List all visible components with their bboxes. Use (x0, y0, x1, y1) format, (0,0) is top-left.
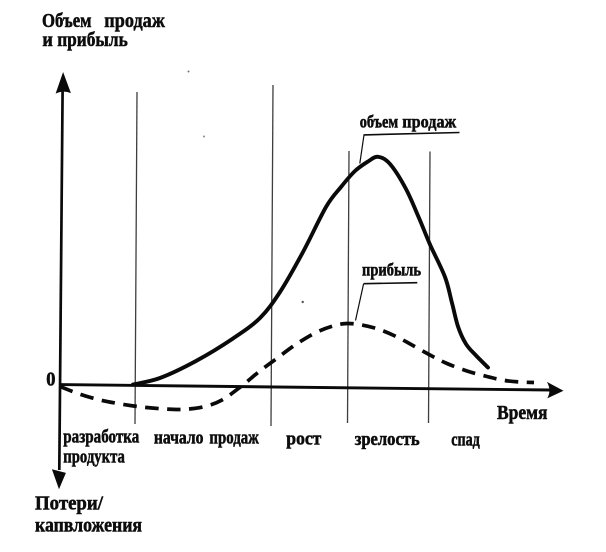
svg-text:прибыль: прибыль (57, 29, 128, 51)
svg-text:Объем: Объем (42, 10, 92, 32)
svg-text:продаж: продаж (104, 10, 165, 32)
svg-text:капвложения: капвложения (35, 515, 142, 537)
svg-text:рост: рост (286, 429, 322, 450)
svg-text:прибыль: прибыль (362, 259, 421, 279)
svg-text:зрелость: зрелость (355, 429, 420, 450)
svg-text:продаж: продаж (209, 427, 259, 448)
svg-text:Время: Время (497, 402, 548, 424)
svg-text:продаж: продаж (402, 111, 457, 131)
svg-text:объем: объем (360, 112, 399, 132)
svg-text:Потери/: Потери/ (35, 493, 103, 515)
svg-text:продукта: продукта (63, 446, 125, 467)
svg-text:разработка: разработка (63, 427, 139, 448)
svg-text:спад: спад (451, 430, 480, 451)
svg-text:начало: начало (154, 427, 204, 448)
svg-text:и: и (42, 29, 53, 51)
svg-text:0: 0 (46, 369, 55, 390)
